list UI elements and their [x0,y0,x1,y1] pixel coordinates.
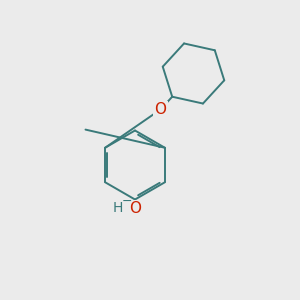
Text: O: O [154,102,166,117]
Text: −: − [122,195,133,208]
Text: H: H [112,202,123,215]
Text: O: O [129,201,141,216]
